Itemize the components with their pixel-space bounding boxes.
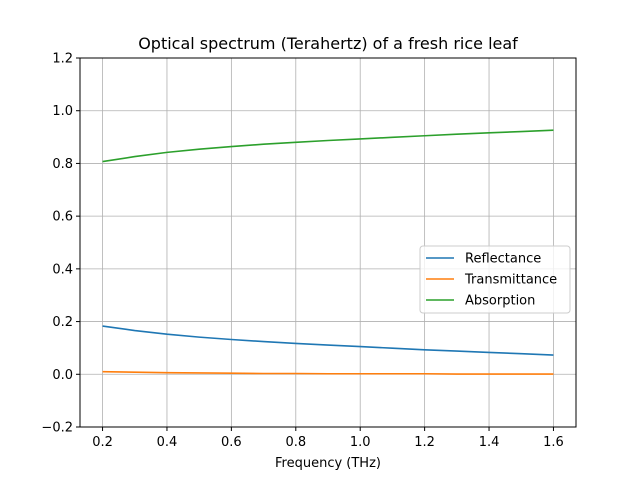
y-tick-label: 0.4	[52, 262, 73, 277]
series-line-reflectance	[102, 325, 554, 356]
y-tick-label: −0.2	[41, 421, 73, 436]
legend-label-transmittance: Transmittance	[464, 273, 557, 288]
ticks: 0.2 0.4 0.6 0.8 1.0 1.2 1.4 1.6 −0.2 0.0 0.2 0.4 0.6…	[41, 52, 563, 451]
series-line-transmittance	[102, 370, 554, 375]
x-tick-label: 1.0	[350, 435, 371, 450]
y-tick-label: 0.6	[52, 210, 73, 225]
legend-box	[419, 245, 571, 314]
legend-label-absorption: Absorption	[465, 294, 535, 309]
x-tick-label: 0.2	[92, 435, 113, 450]
plot-frame	[79, 57, 577, 428]
series-line-absorption	[102, 129, 554, 163]
x-tick-label: 1.6	[543, 435, 564, 450]
x-tick-label: 0.4	[157, 435, 178, 450]
x-tick-label: 0.6	[221, 435, 242, 450]
legend: Reflectance Transmittance Absorption	[419, 245, 571, 314]
series-layer	[102, 129, 554, 375]
y-tick-label: 1.2	[52, 52, 73, 67]
x-tick-label: 0.8	[285, 435, 306, 450]
x-tick-label: 1.4	[479, 435, 500, 450]
legend-label-reflectance: Reflectance	[465, 252, 541, 267]
y-tick-label: 1.0	[52, 104, 73, 119]
y-tick-label: 0.2	[52, 315, 73, 330]
chart-title: Optical spectrum (Terahertz) of a fresh …	[138, 34, 518, 53]
y-tick-label: 0.8	[52, 157, 73, 172]
x-tick-label: 1.2	[414, 435, 435, 450]
x-axis-label: Frequency (THz)	[275, 456, 381, 471]
plot-area	[80, 58, 576, 427]
y-tick-label: 0.0	[52, 368, 73, 383]
